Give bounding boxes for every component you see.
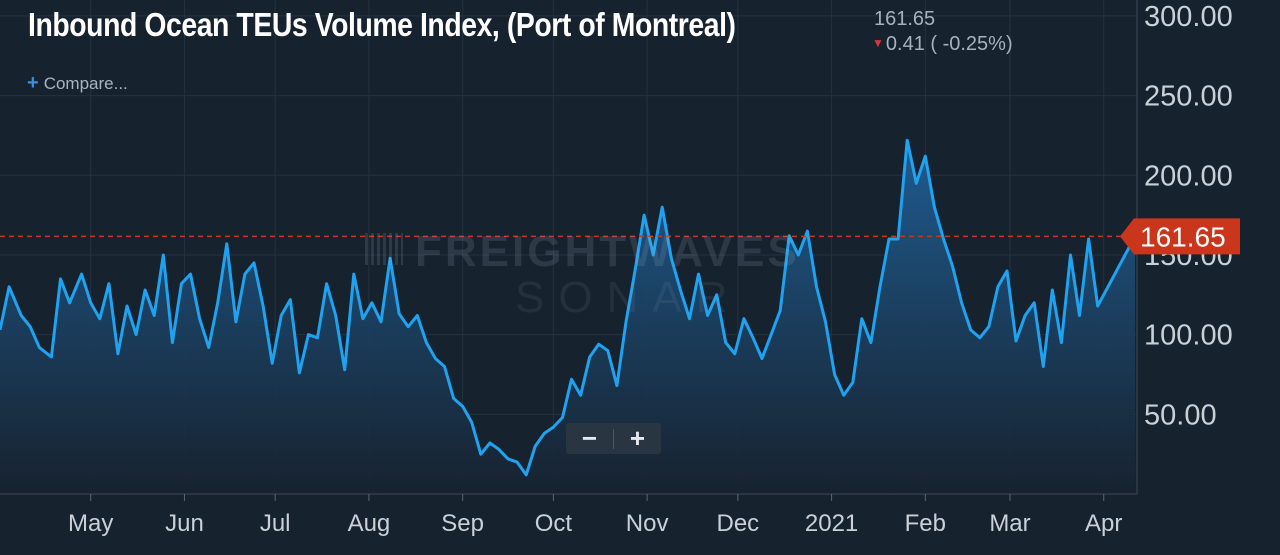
x-tick-label: Jul xyxy=(260,510,291,537)
plus-icon: + xyxy=(27,72,39,94)
y-tick-label: 250.00 xyxy=(1144,81,1233,113)
y-tick-label: 300.00 xyxy=(1144,1,1233,33)
last-value: 161.65 xyxy=(874,8,936,30)
down-arrow-icon: ▼ xyxy=(872,36,884,50)
value-change-text: 0.41 ( -0.25%) xyxy=(885,33,1013,55)
x-tick-label: Aug xyxy=(348,510,391,537)
y-tick-label: 100.00 xyxy=(1144,320,1233,352)
current-value-marker-label: 161.65 xyxy=(1140,221,1226,252)
x-axis-ticks: May Jun Jul Aug Sep Oct Nov Dec 2021 Feb Mar Apr xyxy=(68,494,1122,537)
zoom-in-button[interactable]: + xyxy=(629,423,646,453)
zoom-divider xyxy=(613,428,614,449)
x-tick-label: May xyxy=(68,510,113,537)
x-tick-label: Jun xyxy=(165,510,204,537)
x-tick-label: Nov xyxy=(626,510,669,537)
chart-title: Inbound Ocean TEUs Volume Index, (Port o… xyxy=(28,6,736,43)
x-tick-label: Mar xyxy=(989,510,1030,537)
x-tick-label: Apr xyxy=(1085,510,1122,537)
x-tick-label: 2021 xyxy=(805,510,858,537)
current-value-marker-shape xyxy=(1120,218,1240,255)
x-tick-label: Sep xyxy=(441,510,484,537)
series-area-fill xyxy=(0,140,1135,494)
current-value-marker: 161.65 xyxy=(1120,218,1240,255)
compare-label: Compare... xyxy=(43,74,128,93)
x-tick-label: Feb xyxy=(905,510,946,537)
y-tick-label: 200.00 xyxy=(1144,160,1233,192)
compare-button[interactable]: + Compare... xyxy=(27,72,128,95)
y-tick-label: 50.00 xyxy=(1144,399,1217,431)
x-tick-label: Dec xyxy=(716,510,759,537)
series-line xyxy=(0,138,1137,477)
value-change: ▼ 0.41 ( -0.25%) xyxy=(872,33,1013,56)
zoom-controls: − + xyxy=(566,423,661,454)
x-tick-label: Oct xyxy=(535,510,573,537)
zoom-out-button[interactable]: − xyxy=(581,423,598,453)
